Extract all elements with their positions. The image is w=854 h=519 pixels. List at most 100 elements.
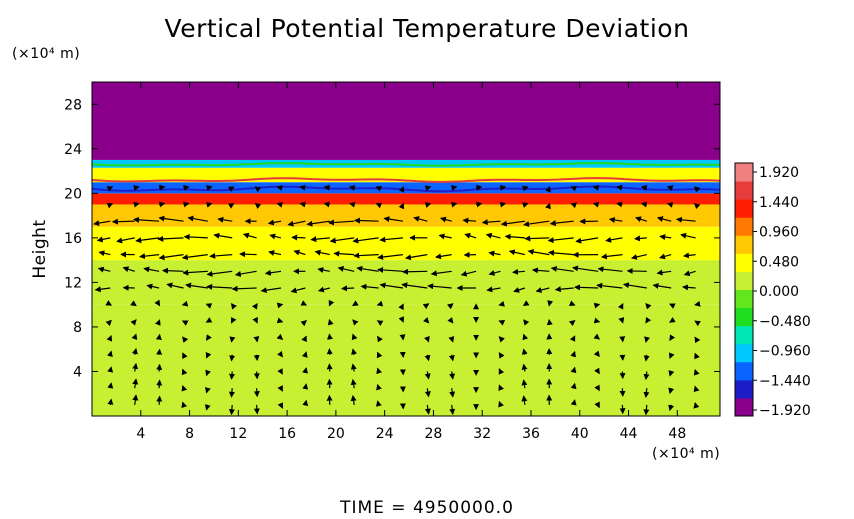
wind-vector [693,402,700,409]
wind-vector [130,300,137,307]
wind-vector [422,317,430,324]
wind-vector [158,184,166,191]
wind-vector [253,371,260,380]
x-tick-label: 40 [571,426,589,442]
wind-vector [500,220,525,227]
wind-vector [205,317,213,323]
wind-vector [328,219,355,226]
wind-vector [133,185,140,191]
x-tick-label: 44 [620,426,638,442]
field-contour-streak [91,177,721,183]
wind-vector [531,267,550,274]
x-tick-label: 24 [376,426,394,442]
wind-vector [229,354,236,362]
wind-vector [668,352,675,360]
wind-vector [640,184,648,191]
colorbar-tick-label: −1.920 [759,403,811,419]
wind-vector [306,220,330,227]
wind-vector [449,388,456,398]
colorbar-tick-label: 1.440 [759,195,799,211]
wind-vector [356,265,379,272]
wind-vector [97,266,111,273]
wind-vector [158,254,184,261]
wind-vector [666,201,674,208]
wind-vector [229,336,236,343]
wind-vector [630,254,647,260]
wind-vector [277,385,283,392]
wind-vector [499,184,507,191]
x-tick-label: 36 [522,426,540,442]
wind-vector [430,270,452,277]
wind-vector [132,362,139,372]
wind-vector [314,249,330,256]
wind-vector [668,303,676,309]
wind-vector [277,368,283,375]
x-tick-label: 16 [278,426,296,442]
wind-vector [106,350,113,358]
wind-vector [645,302,652,310]
wind-vector [228,371,235,380]
wind-vector [485,232,501,239]
wind-vector [608,217,623,223]
wind-vector [350,394,357,405]
wind-vector [375,186,383,192]
wind-vector [377,254,404,260]
wind-vector [438,233,452,240]
wind-vector [231,285,257,292]
wind-vector [643,371,650,381]
wind-vector [317,267,330,273]
y-tick-label: 20 [64,186,82,202]
wind-vector [498,368,505,375]
wind-vector [156,363,163,372]
wind-vector [424,354,431,362]
wind-vector [302,367,308,374]
wind-vector [205,334,212,341]
wind-vector [352,237,379,244]
wind-vector [182,269,208,276]
wind-vector [476,184,483,191]
wind-vector [301,335,307,343]
wind-vector [183,201,190,208]
wind-vector [383,216,404,223]
wind-vector [568,319,576,327]
wind-vector [253,354,260,362]
field-band [92,82,720,160]
wind-vector [182,352,188,360]
wind-vector [683,252,696,259]
field-band [92,204,720,227]
field-band [92,226,720,261]
wind-vector [242,232,257,239]
wind-vector [574,284,599,291]
y-tick-label: 16 [64,231,82,247]
wind-vector [379,236,404,243]
wind-vector [146,283,160,290]
wind-vector [132,394,139,405]
x-tick-label: 12 [229,426,247,442]
wind-vector [300,320,307,327]
wind-vector [693,186,701,193]
colorbar-swatch [735,235,753,254]
wind-vector [376,383,382,391]
wind-vector [464,233,477,239]
wind-vector [217,216,233,223]
wind-vector [439,216,452,223]
wind-vector [424,371,431,380]
wind-vector [227,203,235,209]
wind-vector [593,333,601,340]
wind-vector [253,388,260,398]
wind-vector [209,252,233,259]
wind-vector [107,382,114,389]
wind-vector [634,235,647,242]
wind-vector [644,336,650,343]
wind-vector [448,354,455,362]
wind-vector [287,220,306,227]
colorbar-swatch [735,253,753,272]
field-band [92,260,720,288]
wind-vector [204,404,211,411]
wind-vector [158,201,166,208]
wind-vector [570,185,578,192]
wind-vector [554,286,574,293]
wind-vector [183,184,190,191]
wind-vector [276,201,283,208]
wind-vector [375,202,383,209]
